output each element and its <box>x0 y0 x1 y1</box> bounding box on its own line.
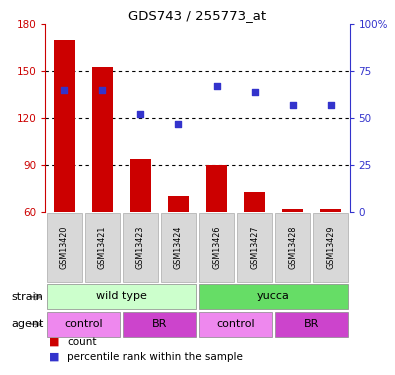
Text: control: control <box>216 319 255 328</box>
Text: GDS743 / 255773_at: GDS743 / 255773_at <box>128 9 267 22</box>
Point <box>327 102 334 108</box>
Bar <box>313 213 348 282</box>
Text: percentile rank within the sample: percentile rank within the sample <box>67 352 243 362</box>
Text: GSM13427: GSM13427 <box>250 226 259 269</box>
Point <box>290 102 296 108</box>
Text: BR: BR <box>152 319 167 328</box>
Point <box>137 111 144 117</box>
Bar <box>122 213 158 282</box>
Text: GSM13420: GSM13420 <box>60 226 69 269</box>
Bar <box>168 196 189 212</box>
Text: GSM13424: GSM13424 <box>174 226 183 269</box>
Text: GSM13429: GSM13429 <box>326 226 335 269</box>
Bar <box>54 40 75 212</box>
Bar <box>199 285 348 309</box>
Bar <box>320 209 341 212</box>
Bar <box>85 213 120 282</box>
Bar <box>122 312 196 336</box>
Point <box>213 83 220 89</box>
Point <box>61 87 68 93</box>
Text: agent: agent <box>11 319 43 329</box>
Bar <box>199 213 234 282</box>
Bar <box>275 213 310 282</box>
Point <box>99 87 105 93</box>
Bar <box>237 213 273 282</box>
Text: yucca: yucca <box>257 291 290 301</box>
Bar <box>47 312 120 336</box>
Bar <box>130 159 151 212</box>
Text: GSM13428: GSM13428 <box>288 226 297 269</box>
Bar <box>282 209 303 212</box>
Text: wild type: wild type <box>96 291 147 301</box>
Bar <box>92 67 113 212</box>
Text: control: control <box>64 319 103 328</box>
Bar <box>47 285 196 309</box>
Bar <box>206 165 227 212</box>
Point <box>175 121 182 127</box>
Bar <box>275 312 348 336</box>
Text: ■: ■ <box>49 337 60 346</box>
Bar <box>244 192 265 212</box>
Bar <box>161 213 196 282</box>
Text: GSM13423: GSM13423 <box>136 226 145 269</box>
Text: ■: ■ <box>49 352 60 362</box>
Text: count: count <box>67 337 97 346</box>
Point <box>251 89 258 95</box>
Text: GSM13421: GSM13421 <box>98 226 107 269</box>
Text: BR: BR <box>304 319 319 328</box>
Text: GSM13426: GSM13426 <box>212 226 221 269</box>
Text: strain: strain <box>11 292 43 302</box>
Bar <box>199 312 273 336</box>
Bar <box>47 213 82 282</box>
